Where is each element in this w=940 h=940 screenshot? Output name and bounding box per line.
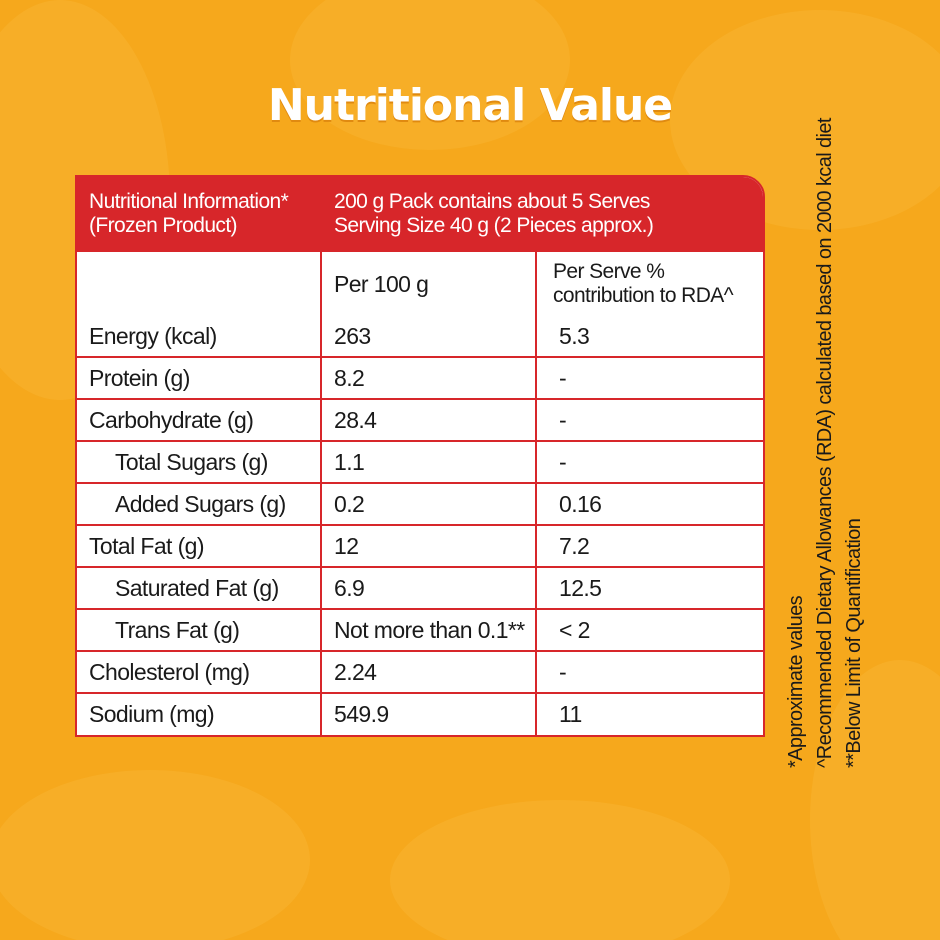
row-value: 263 [320, 316, 537, 358]
table-body: Energy (kcal) 263 5.3 Protein (g) 8.2- Carboh… [77, 316, 763, 735]
row-label: Sodium (mg) [77, 692, 322, 735]
nutrition-table: Nutritional Information* (Frozen Product)… [75, 175, 765, 737]
table-row: Sodium (mg) 549.9 11 [77, 692, 763, 735]
row-value: 1.1 [320, 440, 537, 484]
row-value: 6.9 [320, 566, 537, 610]
row-value: 2.24 [320, 650, 537, 694]
header-text: (Frozen Product) [89, 213, 238, 237]
row-value: - [535, 398, 763, 442]
footnote: **Below Limit of Quantification [843, 518, 865, 768]
row-label: Protein (g) [77, 356, 322, 400]
row-label: Cholesterol (mg) [77, 650, 322, 694]
footnote: *Approximate values [785, 595, 807, 768]
row-value: Not more than 0.1** [320, 608, 537, 652]
row-value: 5.3 [535, 316, 763, 358]
table-row: Total Fat (g) 12 7.2 [77, 524, 763, 568]
row-value: < 2 [535, 608, 763, 652]
row-value: 0.16 [535, 482, 763, 526]
row-label: Saturated Fat (g) [77, 566, 322, 610]
header-text: Nutritional Information* [89, 189, 289, 213]
table-row: Added Sugars (g) 0.2 0.16 [77, 482, 763, 526]
column-header: Per Serve % contribution to RDA^ [535, 250, 763, 316]
row-value: 549.9 [320, 692, 537, 735]
footnote: ^Recommended Dietary Allowances (RDA) ca… [814, 118, 836, 768]
table-row: Carbohydrate (g) 28.4- [77, 398, 763, 442]
empty-cell [77, 250, 322, 316]
row-label: Added Sugars (g) [77, 482, 322, 526]
header-cell: Nutritional Information* (Frozen Product) [77, 177, 322, 252]
row-value: 7.2 [535, 524, 763, 568]
row-value: 0.2 [320, 482, 537, 526]
header-text: Serving Size 40 g (2 Pieces approx.) [334, 213, 654, 237]
column-header-row: Per 100 g Per Serve % contribution to RDA… [77, 250, 763, 316]
table: Nutritional Information* (Frozen Product)… [77, 177, 763, 735]
table-row: Energy (kcal) 263 5.3 [77, 316, 763, 358]
column-header: Per 100 g [320, 250, 537, 316]
row-value: - [535, 440, 763, 484]
table-row: Saturated Fat (g) 6.9 12.5 [77, 566, 763, 610]
header-row: Nutritional Information* (Frozen Product)… [77, 177, 763, 252]
row-value: 8.2 [320, 356, 537, 400]
table-row: Total Sugars (g) 1.1- [77, 440, 763, 484]
header-text: 200 g Pack contains about 5 Serves [334, 189, 650, 213]
row-value: 28.4 [320, 398, 537, 442]
table-row: Cholesterol (mg) 2.24- [77, 650, 763, 694]
header-cell: 200 g Pack contains about 5 Serves Servin… [320, 177, 763, 252]
row-value: - [535, 650, 763, 694]
row-value: 11 [535, 692, 763, 735]
column-header-text: contribution to RDA^ [553, 284, 734, 307]
row-label: Energy (kcal) [77, 316, 322, 358]
row-label: Total Sugars (g) [77, 440, 322, 484]
row-label: Carbohydrate (g) [77, 398, 322, 442]
row-label: Trans Fat (g) [77, 608, 322, 652]
footnotes: *Approximate values ^Recommended Dietary… [782, 118, 869, 768]
row-value: - [535, 356, 763, 400]
row-label: Total Fat (g) [77, 524, 322, 568]
column-header-text: Per Serve % [553, 260, 665, 283]
row-value: 12 [320, 524, 537, 568]
table-row: Trans Fat (g) Not more than 0.1** < 2 [77, 608, 763, 652]
page-title: Nutritional Value [267, 80, 673, 131]
row-value: 12.5 [535, 566, 763, 610]
table-row: Protein (g) 8.2- [77, 356, 763, 400]
